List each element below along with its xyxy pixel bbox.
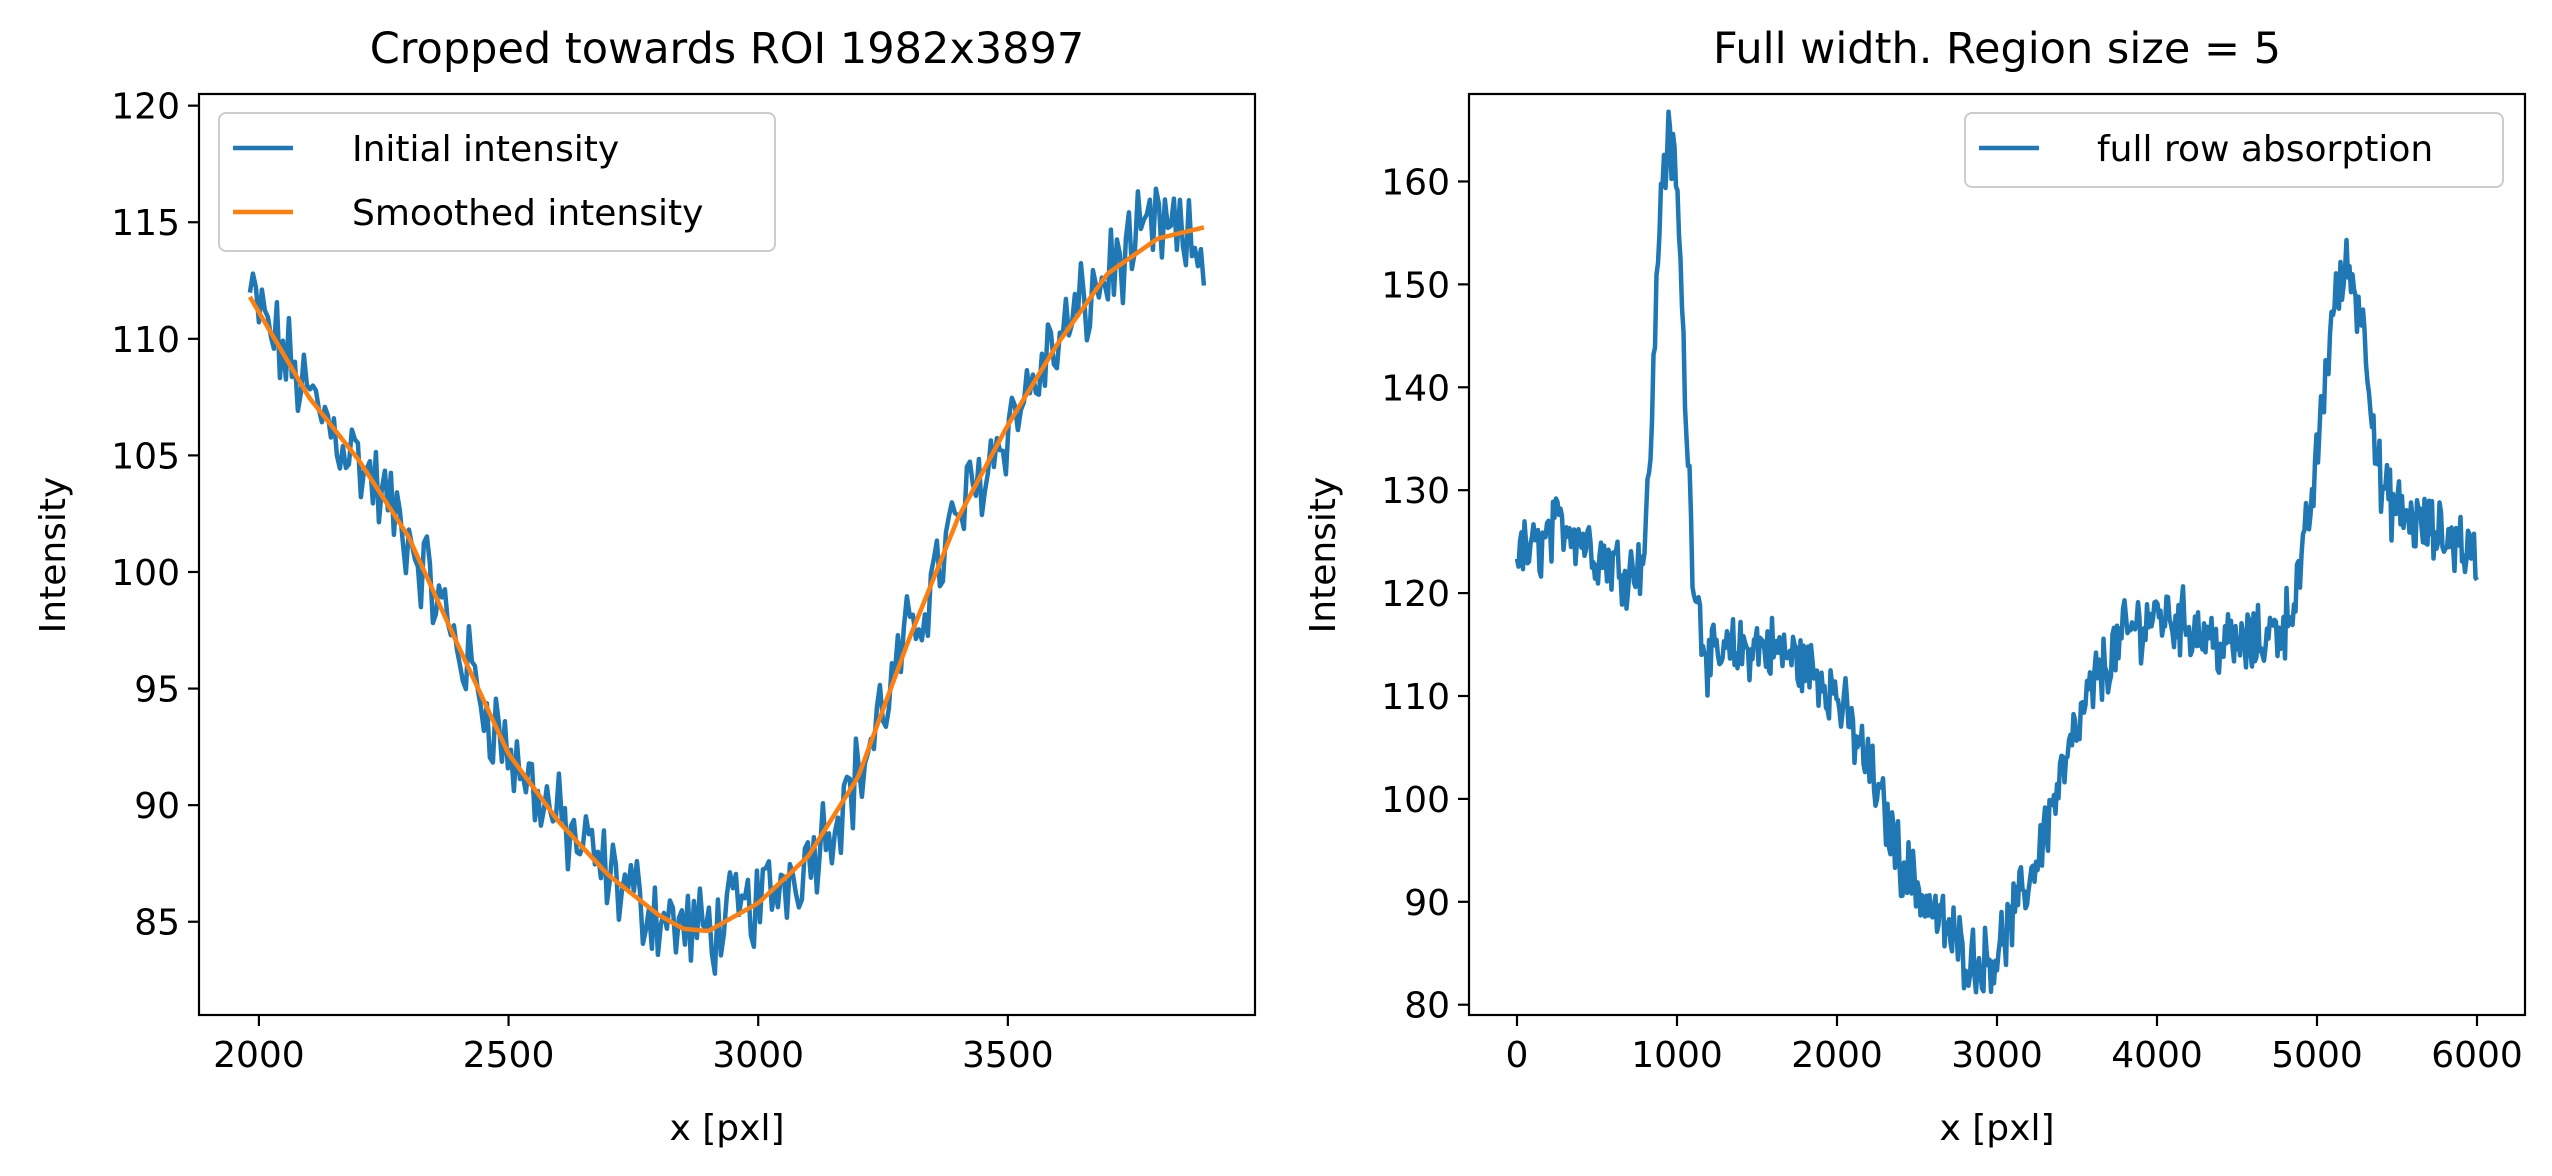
right-x-ticks: 0 1000 2000 3000 4000 5000 6000 <box>1506 1015 2523 1076</box>
legend-label-initial: Initial intensity <box>352 129 619 170</box>
left-y-tick-label: 85 <box>134 903 180 944</box>
right-plot-series <box>1514 109 2479 995</box>
right-x-tick-label: 0 <box>1506 1035 1529 1076</box>
left-y-tick-label: 115 <box>111 203 180 244</box>
left-plot-frame <box>197 92 1257 1017</box>
left-x-tick-label: 3500 <box>962 1035 1054 1076</box>
right-x-tick-label: 4000 <box>2111 1035 2203 1076</box>
right-y-tick-label: 80 <box>1404 986 1450 1027</box>
left-y-axis-label: Intensity <box>33 477 74 634</box>
right-y-axis-label: Intensity <box>1303 477 1344 634</box>
right-chart-title: Full width. Region size = 5 <box>1713 24 2281 74</box>
legend-label-smoothed: Smoothed intensity <box>352 193 703 234</box>
right-y-tick-label: 130 <box>1381 471 1450 512</box>
right-y-tick-label: 90 <box>1404 883 1450 924</box>
left-chart-title: Cropped towards ROI 1982x3897 <box>370 24 1084 74</box>
left-chart: Cropped towards ROI 1982x3897 2000 2500 30… <box>33 24 1257 1149</box>
right-x-axis-label: x [pxl] <box>1940 1108 2055 1149</box>
right-x-tick-label: 2000 <box>1791 1035 1883 1076</box>
left-legend: Initial intensity Smoothed intensity <box>218 112 776 252</box>
left-y-tick-label: 120 <box>111 87 180 128</box>
left-y-tick-label: 95 <box>134 670 180 711</box>
right-x-tick-label: 6000 <box>2431 1035 2523 1076</box>
left-x-tick-label: 3000 <box>712 1035 804 1076</box>
left-y-tick-label: 90 <box>134 786 180 827</box>
right-legend-frame <box>1964 112 2504 188</box>
right-x-tick-label: 3000 <box>1951 1035 2043 1076</box>
left-y-ticks: 85 90 95 100 105 110 115 120 <box>111 87 199 944</box>
right-x-tick-label: 1000 <box>1631 1035 1723 1076</box>
left-x-tick-label: 2000 <box>213 1035 305 1076</box>
right-y-tick-label: 100 <box>1381 780 1450 821</box>
right-chart: Full width. Region size = 5 0 1000 2000 300… <box>1303 24 2527 1149</box>
right-legend: full row absorption <box>1964 112 2504 188</box>
left-y-tick-label: 100 <box>111 553 180 594</box>
left-y-tick-label: 110 <box>111 320 180 361</box>
right-series-line-0 <box>1514 109 2479 995</box>
left-y-tick-label: 105 <box>111 436 180 477</box>
left-series-line-1 <box>247 225 1205 934</box>
left-series-line-0 <box>247 186 1207 976</box>
right-y-tick-label: 120 <box>1381 574 1450 615</box>
left-x-axis-label: x [pxl] <box>670 1108 785 1149</box>
right-y-tick-label: 150 <box>1381 265 1450 306</box>
legend-label-full-row: full row absorption <box>2097 129 2433 170</box>
left-plot-series <box>247 186 1207 976</box>
left-x-tick-label: 2500 <box>463 1035 555 1076</box>
right-y-ticks: 80 90 100 110 120 130 140 150 160 <box>1381 162 1469 1027</box>
right-x-tick-label: 5000 <box>2271 1035 2363 1076</box>
right-y-tick-label: 140 <box>1381 368 1450 409</box>
right-y-tick-label: 110 <box>1381 677 1450 718</box>
left-x-ticks: 2000 2500 3000 3500 <box>213 1015 1054 1076</box>
right-y-tick-label: 160 <box>1381 162 1450 203</box>
right-plot-frame <box>1467 92 2527 1017</box>
left-legend-frame <box>218 112 776 252</box>
